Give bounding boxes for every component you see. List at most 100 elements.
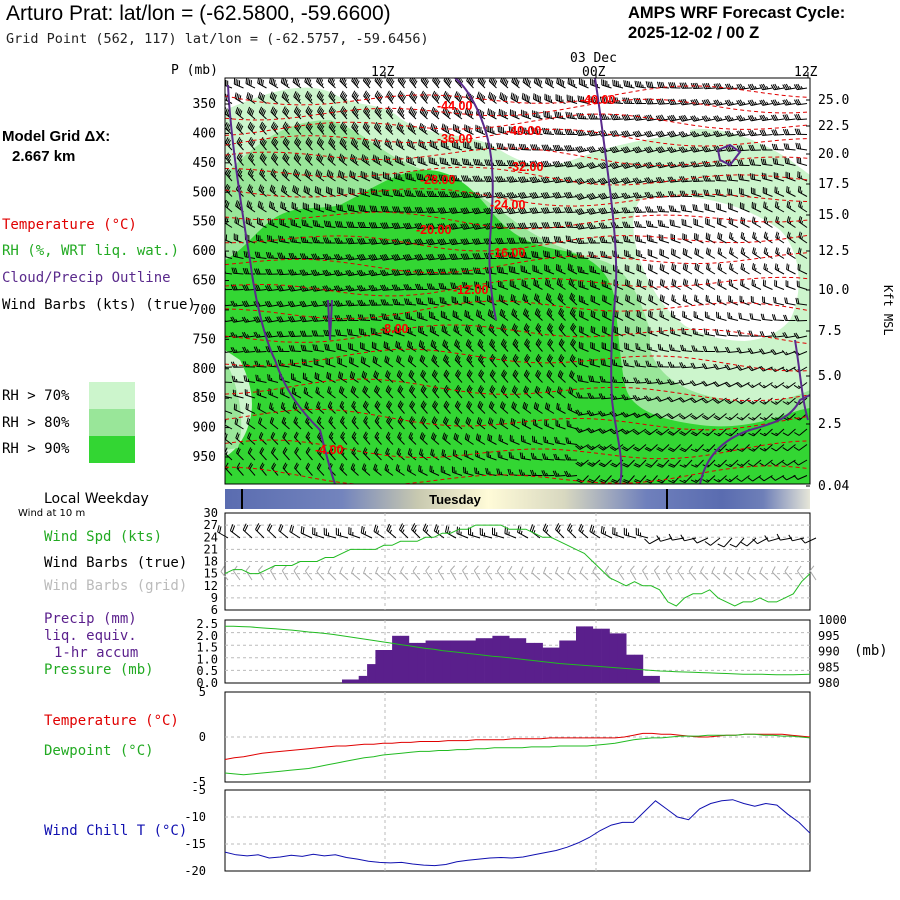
wind-barb [418, 325, 428, 337]
wind-barb [348, 187, 359, 197]
wind-barb [632, 130, 647, 138]
wind-barb [681, 327, 693, 337]
wind-barb [736, 144, 750, 152]
wind-barb [512, 354, 520, 368]
wind-barb [242, 267, 256, 275]
wind-barb [552, 176, 566, 184]
wind-barb [574, 427, 589, 433]
wind-barb [322, 300, 336, 307]
rh-dry-pocket-4 [225, 365, 242, 450]
wind-chill-panel-frame [224, 789, 811, 872]
wind-barb [518, 222, 532, 229]
wind-barb [558, 323, 566, 337]
wind-barb [575, 444, 589, 450]
wind-barb [739, 202, 750, 213]
wind-barb [258, 432, 267, 445]
wind-barb [415, 297, 428, 306]
wind-barb [266, 360, 279, 368]
wind-barb [258, 106, 267, 120]
wind-barb [556, 78, 566, 89]
precip-bar [601, 628, 610, 683]
wind-barb [667, 176, 681, 183]
wind-barb [322, 269, 336, 277]
wind-barb [690, 444, 704, 453]
wind-barb [373, 524, 385, 539]
wind-barb [328, 447, 336, 461]
wind-barb [225, 381, 233, 383]
wind-barb [233, 78, 244, 89]
wind-barb [598, 459, 612, 468]
wind-barb [487, 108, 497, 120]
wind-barb [612, 79, 624, 89]
model-grid-title: Model Grid ΔX: [2, 128, 111, 145]
wind-barb [575, 222, 589, 230]
wind-barb [633, 444, 647, 452]
wind-barb [507, 143, 520, 151]
wind-barb [489, 354, 497, 368]
wind-barb [785, 171, 796, 182]
wind-barb [495, 237, 509, 245]
wind-barb [546, 323, 555, 337]
wind-barb [633, 97, 647, 105]
wind-barb [774, 201, 785, 213]
wind-barb [293, 91, 302, 104]
wind-barb [587, 237, 600, 244]
wind-barb [477, 338, 486, 352]
wind-barb [495, 175, 509, 183]
wind-barb [566, 420, 578, 430]
wind-barb [635, 249, 647, 259]
wind-barb [521, 435, 532, 445]
axis-tick-label: 0.0 [196, 676, 218, 690]
wind-barb [711, 566, 721, 581]
wind-chill-label: Wind Chill T (°C) [44, 823, 188, 839]
wind-barb [437, 565, 445, 581]
wind-barb [425, 238, 440, 246]
wind-barb [474, 141, 486, 151]
wind-barb [555, 566, 565, 581]
wind-barb [362, 447, 371, 461]
wind-barb [402, 269, 417, 276]
wind-barb [392, 298, 405, 306]
wind-barb [292, 78, 302, 89]
wind-barb [517, 207, 532, 215]
wind-barb [475, 433, 486, 445]
legend-cloud-outline: Cloud/Precip Outline [2, 270, 171, 286]
wind-barb [323, 220, 336, 228]
wind-barb [795, 297, 808, 306]
axis-tick-label: -20 [184, 864, 206, 878]
wind-barb [521, 418, 532, 430]
wind-barb [405, 172, 417, 182]
wind-barb [475, 309, 486, 321]
wind-barb [360, 342, 371, 352]
wind-barb [747, 114, 762, 122]
wind-barb [508, 566, 517, 581]
wind-barb [264, 284, 279, 292]
wind-barb [497, 125, 509, 135]
wind-barb [751, 201, 762, 213]
wind-barb [504, 526, 517, 539]
wind-barb [276, 268, 290, 276]
height-axis-title: Kft MSL [881, 285, 895, 336]
wind-barb [242, 284, 256, 291]
day-bar-panel: Tuesday [225, 489, 810, 509]
wind-barb [271, 137, 279, 151]
wind-barb [466, 369, 474, 383]
wind-barb [736, 397, 750, 405]
wind-barb [328, 431, 336, 445]
axis-tick-label: -5 [192, 775, 206, 789]
wind-barb [564, 206, 578, 214]
wind-barb [313, 358, 325, 368]
wind-barb [511, 78, 520, 89]
wind-barb [586, 192, 601, 200]
wind-barb [701, 145, 716, 153]
wind-barb [392, 206, 405, 213]
wind-barb [305, 462, 313, 476]
wind-barb [763, 201, 773, 213]
wind-barb [771, 129, 785, 136]
wind-barb [230, 346, 244, 354]
wind-barb [485, 467, 497, 476]
wind-barb [667, 428, 681, 436]
wind-barb [429, 465, 440, 476]
wind-barb [489, 385, 497, 399]
wind-barb [267, 374, 279, 383]
